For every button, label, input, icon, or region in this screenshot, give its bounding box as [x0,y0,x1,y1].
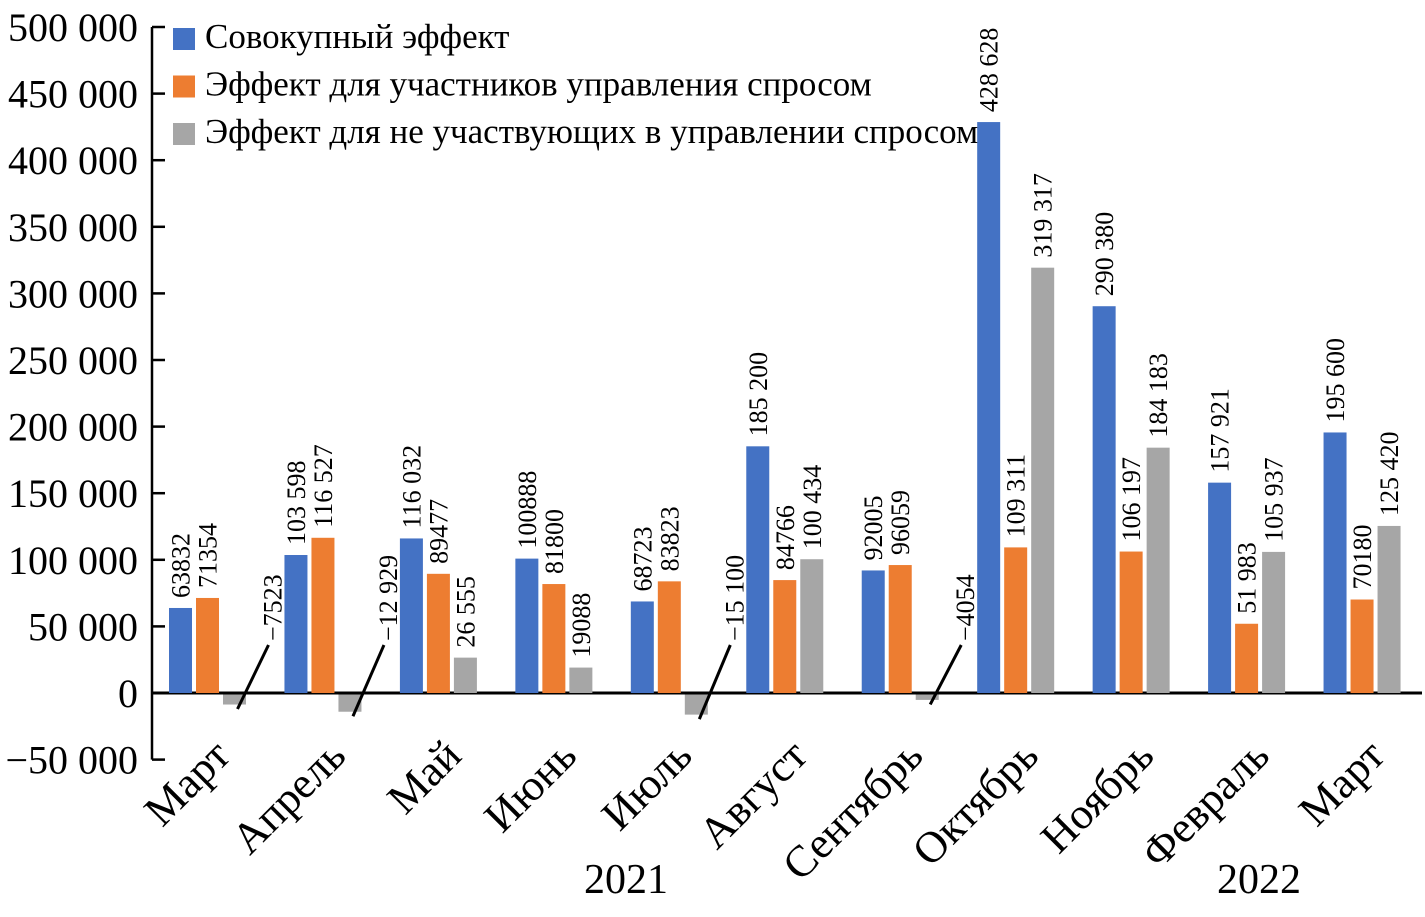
bar-value-label: 70180 [1348,525,1377,590]
y-tick-label: 200 000 [8,405,138,450]
bar [1004,547,1028,693]
bar-value-label: 157 921 [1206,388,1235,473]
bar-value-label: 103 598 [282,461,311,546]
bar [426,573,450,693]
bar-value-label: 83823 [655,506,684,571]
x-tick-label: Май [378,730,471,823]
bar-value-label: 68723 [628,526,657,591]
bar [888,565,912,693]
y-tick-label: 50 000 [28,604,138,649]
legend-label: Совокупный эффект [205,17,509,56]
bar [542,584,566,693]
leader-line [697,644,732,720]
bar-value-label: 116 032 [397,445,426,529]
leader-line [236,644,270,710]
bar [773,580,797,693]
bar-value-label: 290 380 [1090,212,1119,297]
bar [399,538,423,693]
bar-value-label: −4054 [951,574,980,641]
bar-value-label: 100 434 [798,465,827,550]
legend-swatch [173,28,195,50]
bar-value-label: 319 317 [1029,173,1058,258]
bar-value-label: 92005 [859,495,888,560]
bar-value-label: −15 100 [720,555,749,641]
bar-value-label: 71354 [194,523,223,588]
y-tick-label: 250 000 [8,338,138,383]
y-tick-label: 450 000 [8,72,138,117]
x-tick-label: Март [135,730,240,835]
bar [977,122,1001,693]
bar-value-label: 26 555 [451,576,480,647]
bar-value-label: 428 628 [975,28,1004,113]
bar [1208,482,1232,693]
bar-value-label: 63832 [167,533,196,598]
x-tick-label: Июль [592,730,701,839]
bar-value-label: 109 311 [1002,454,1031,538]
x-tick-label: Октябрь [903,730,1048,875]
bar [657,581,681,693]
bar-value-label: 84766 [771,505,800,570]
x-tick-label: Июнь [475,730,586,841]
bar [569,667,593,693]
y-tick-label: −50 000 [5,738,138,783]
bar-value-label: 89477 [424,499,453,564]
bar [1092,306,1116,693]
bar-value-label: 195 600 [1321,338,1350,423]
bar-value-label: 106 197 [1117,457,1146,542]
bar [284,555,308,693]
legend-swatch [173,75,195,98]
bar-value-label: −12 929 [374,555,403,641]
bar-value-label: 184 183 [1144,353,1173,438]
bar-value-label: 116 527 [309,444,338,528]
bar [515,558,539,693]
bar-value-label: −7523 [259,574,288,641]
year-label: 2021 [584,857,668,903]
bar-value-label: 185 200 [744,352,773,437]
bar-value-label: 105 937 [1260,457,1289,542]
bar-value-label: 51 983 [1233,542,1262,614]
bar [1235,623,1259,693]
bar [1146,447,1170,693]
x-tick-label: Февраль [1132,730,1279,877]
bar-value-label: 96059 [886,490,915,555]
bar [1350,599,1374,693]
bar [1262,551,1286,693]
bar [630,601,654,693]
legend-label: Эффект для участников управления спросом [205,65,872,104]
y-tick-label: 350 000 [8,205,138,250]
bar [1377,525,1401,693]
bar [169,607,192,693]
x-tick-label: Март [1289,730,1394,835]
y-tick-label: 500 000 [8,5,138,50]
bar [1119,551,1143,693]
bar [1031,267,1055,693]
legend-swatch [173,123,195,145]
legend-label: Эффект для не участвующих в управлении с… [205,112,978,151]
x-tick-label: Апрель [222,730,355,863]
bar [311,537,335,693]
y-tick-label: 0 [118,671,138,716]
bar-value-label: 125 420 [1375,431,1404,516]
y-tick-label: 100 000 [8,538,138,583]
bar [223,694,246,705]
bar [196,597,219,693]
bar-value-label: 100888 [513,471,542,549]
bar [861,570,885,693]
leader-line [351,644,386,717]
bar-value-label: 81800 [540,509,569,574]
y-tick-label: 400 000 [8,138,138,183]
bar [800,559,824,693]
bar [915,694,939,700]
leader-line [928,644,963,706]
bar [746,446,770,693]
y-tick-label: 300 000 [8,271,138,316]
bar-value-label: 19088 [567,593,596,658]
y-tick-label: 150 000 [8,471,138,516]
bar [1323,432,1347,693]
year-label: 2022 [1217,857,1301,903]
bar [453,657,477,693]
